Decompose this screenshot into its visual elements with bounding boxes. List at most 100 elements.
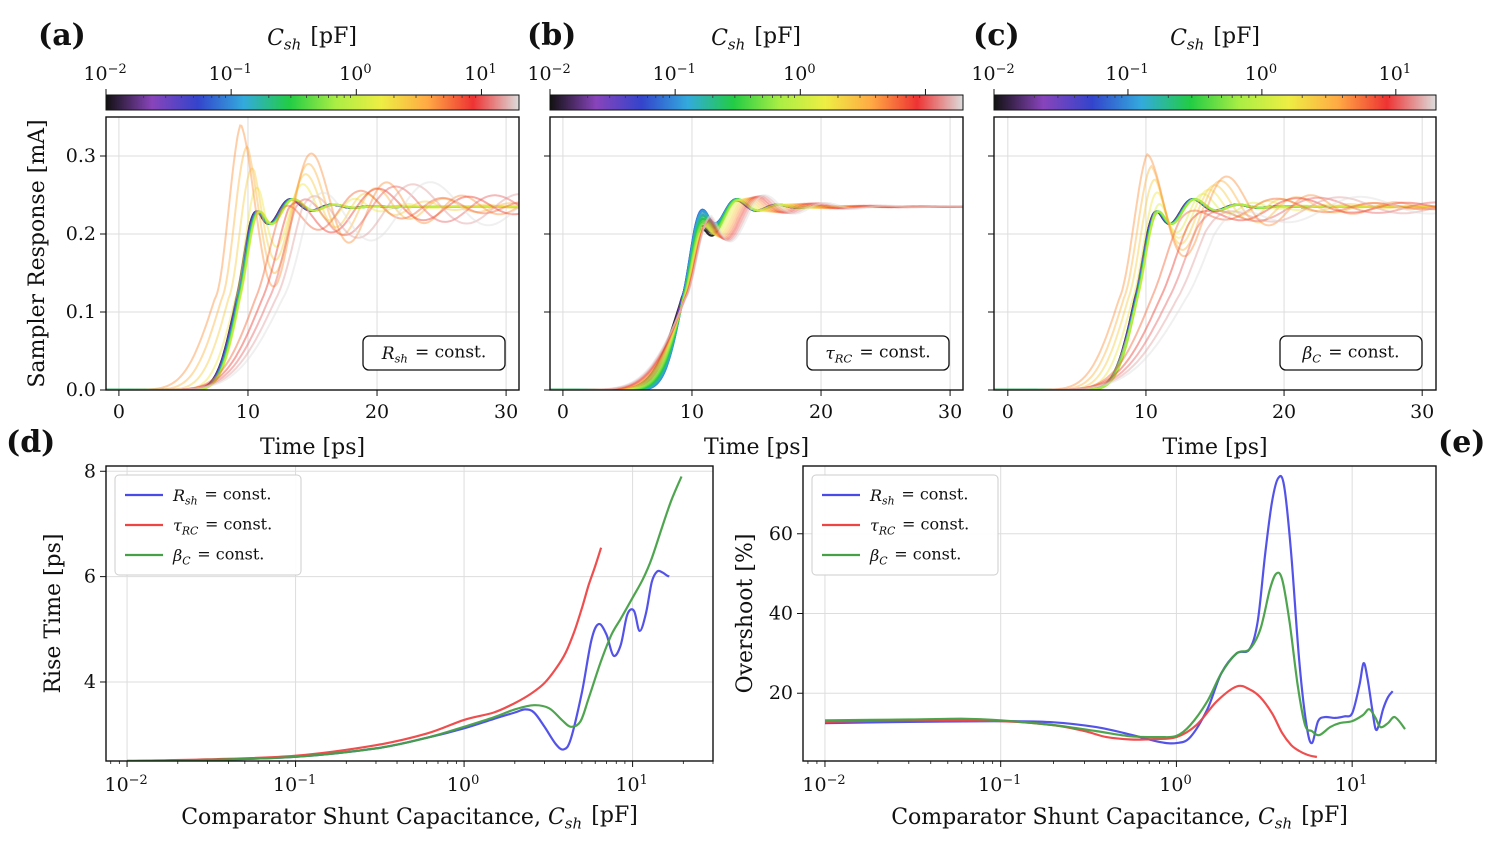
y-tick-label: 8 [84, 460, 96, 482]
panel-letter-d: (d) [6, 425, 55, 460]
panel-e: 10−2 10−1 100 101 20 40 60 Comparator Shunt… [733, 465, 1437, 833]
axes-frame [549, 116, 964, 391]
legend-label: τRC = const. [870, 514, 969, 537]
response-curve [550, 194, 963, 390]
x-tick-label: 10−1 [273, 773, 318, 799]
x-axis-label: Time [ps] [704, 435, 809, 460]
colorbar-tick-label: 10−1 [209, 62, 254, 88]
colorbar-tick-label: 101 [464, 62, 498, 88]
annotation-box: Rsh = const. [362, 335, 506, 371]
y-tick-label: 0.3 [66, 145, 96, 167]
colorbar-b-gradient [549, 94, 964, 111]
response-curve [106, 145, 519, 390]
colorbar-tick-label: 100 [1245, 62, 1279, 88]
series-group [824, 474, 1406, 759]
panel-letter-c: (c) [973, 18, 1020, 53]
y-tick-label: 20 [769, 682, 793, 704]
x-tick-label: 30 [1410, 401, 1434, 423]
y-tick-label: 0.0 [66, 379, 96, 401]
series-line-red [127, 547, 603, 761]
panel-a: 0 10 20 30 0.0 0.1 0.2 0.3 Time [ps] Sampler Resp… [25, 116, 520, 460]
colorbar-tick-label: 10−2 [971, 62, 1016, 88]
colorbar-a: 10−2 10−1 100 101 [83, 62, 520, 111]
legend-label: τRC = const. [173, 514, 272, 537]
colorbar-c-gradient [993, 94, 1437, 111]
colorbar-tick-label: 101 [1379, 62, 1413, 88]
annotation-frame [806, 335, 950, 371]
y-tick-label: 0.2 [66, 223, 96, 245]
colorbar-b: 10−2 10−1 100 [527, 62, 964, 111]
x-axis-label: Comparator Shunt Capacitance, Csh [pF] [181, 803, 638, 833]
series-line-green [824, 571, 1406, 739]
x-tick-label: 101 [615, 773, 649, 799]
colorbar-tick-label: 10−2 [527, 62, 572, 88]
response-curve [550, 194, 963, 390]
annotation-text: Rsh = const. [381, 342, 487, 365]
x-tick-label: 20 [809, 401, 833, 423]
colorbar-tick-label: 10−2 [83, 62, 128, 88]
legend-label: βC = const. [869, 544, 961, 567]
response-curve [550, 195, 963, 390]
x-tick-label: 10−1 [978, 773, 1023, 799]
colorbar-c: 10−2 10−1 100 101 [971, 62, 1437, 111]
legend: Rsh = const. τRC = const. βC = const. [811, 474, 999, 576]
x-tick-label: 30 [494, 401, 518, 423]
x-tick-label: 10 [1134, 401, 1158, 423]
axes-frame [993, 116, 1437, 391]
annotation-box: τRC = const. [806, 335, 950, 371]
x-tick-label: 100 [447, 773, 481, 799]
annotation-frame [362, 335, 506, 371]
colorbar-tick-label: 100 [339, 62, 373, 88]
x-tick-label: 0 [557, 401, 569, 423]
x-axis-label: Comparator Shunt Capacitance, Csh [pF] [891, 803, 1348, 833]
legend-label: Rsh = const. [172, 484, 271, 507]
y-tick-label: 40 [769, 603, 793, 625]
x-axis-label: Time [ps] [1162, 435, 1267, 460]
x-tick-label: 10−2 [802, 773, 847, 799]
colorbar-tick-label: 100 [783, 62, 817, 88]
legend-label: Rsh = const. [869, 484, 968, 507]
annotation-box: βC = const. [1279, 335, 1423, 371]
y-axis-label: Overshoot [%] [733, 534, 758, 694]
response-curve [994, 198, 1436, 390]
response-curve [994, 198, 1436, 390]
y-tick-label: 6 [84, 566, 96, 588]
series-line-blue [127, 569, 670, 761]
x-tick-label: 20 [1272, 401, 1296, 423]
colorbar-title-b: Csh [pF] [711, 24, 801, 54]
y-tick-label: 60 [769, 523, 793, 545]
annotation-frame [1279, 335, 1423, 371]
legend: Rsh = const. τRC = const. βC = const. [114, 474, 302, 576]
x-tick-label: 10 [236, 401, 260, 423]
series-line-green [127, 476, 683, 761]
response-curve [994, 192, 1436, 390]
series-group [127, 476, 683, 761]
response-curve [994, 164, 1436, 390]
response-curve [106, 124, 519, 390]
axes-frame [105, 465, 714, 762]
panel-d: 10−2 10−1 100 101 4 6 8 Comparator Shunt Ca… [41, 460, 714, 833]
response-curve [106, 198, 519, 390]
legend-frame [114, 474, 302, 576]
colorbar-title-a: Csh [pF] [267, 24, 357, 54]
response-curve [106, 198, 519, 390]
x-tick-label: 101 [1335, 773, 1369, 799]
colorbar-tick-label: 10−1 [1105, 62, 1150, 88]
colorbar-tick-label: 10−1 [653, 62, 698, 88]
y-tick-label: 0.1 [66, 301, 96, 323]
colorbar-a-gradient [105, 94, 520, 111]
response-curve [550, 197, 963, 390]
response-curve [106, 198, 519, 390]
response-curve [106, 198, 519, 390]
response-curve [550, 195, 963, 390]
response-curve [550, 196, 963, 390]
x-tick-label: 20 [365, 401, 389, 423]
legend-label: βC = const. [172, 544, 264, 567]
panel-letter-b: (b) [527, 18, 576, 53]
response-curve [550, 196, 963, 390]
panel-letter-e: (e) [1438, 425, 1485, 460]
x-tick-label: 0 [1002, 401, 1014, 423]
axes-frame [105, 116, 520, 391]
y-axis-label: Sampler Response [mA] [25, 119, 50, 387]
